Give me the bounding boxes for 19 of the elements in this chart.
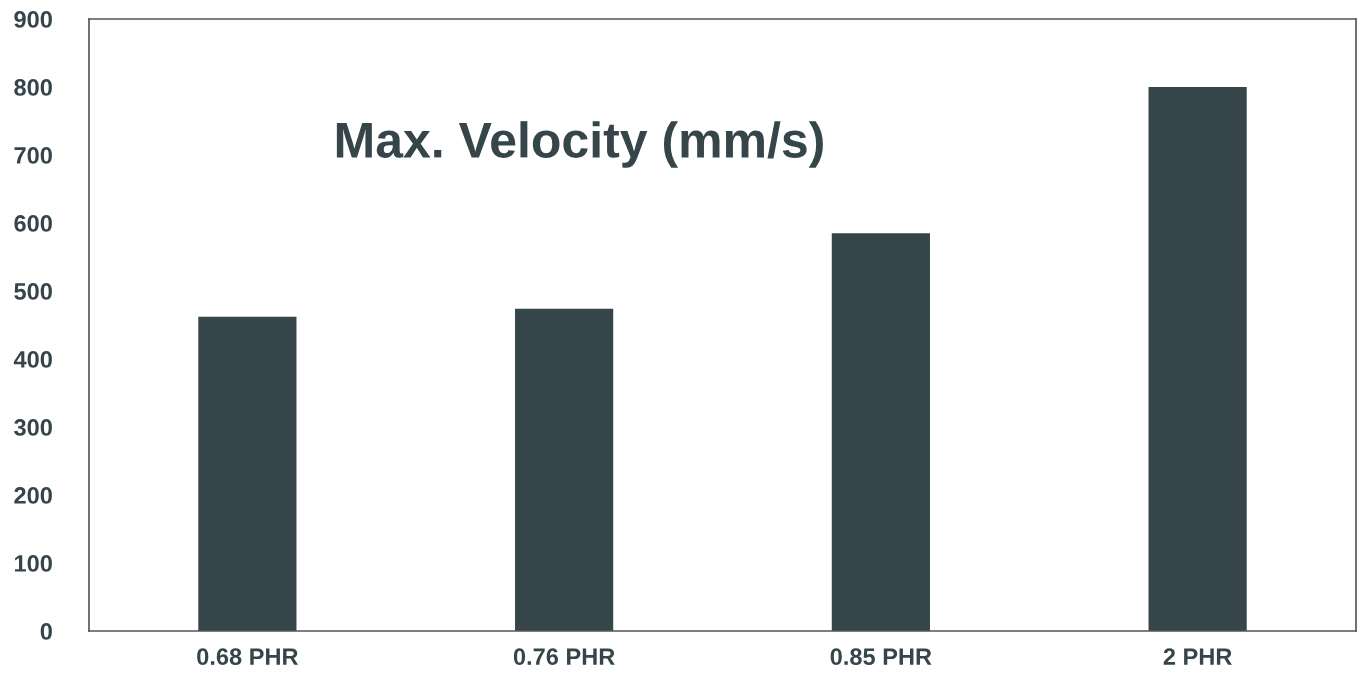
- bar: [515, 308, 614, 631]
- x-tick-label: 0.68 PHR: [197, 648, 299, 666]
- y-tick-label: 100: [14, 555, 52, 572]
- text: Max. Velocity (mm/s): [336, 121, 823, 168]
- y-tick-label: 600: [14, 215, 52, 232]
- y-tick-label: 700: [14, 147, 52, 164]
- x-tick-label: 0.85 PHR: [830, 648, 932, 666]
- x-tick-label: 2 PHR: [1163, 648, 1232, 665]
- y-tick-label: 200: [14, 487, 52, 504]
- bar: [198, 316, 297, 631]
- y-tick-label: 500: [14, 283, 52, 300]
- y-tick-label: 0: [40, 623, 52, 640]
- y-tick-label: 900: [14, 11, 52, 28]
- bar: [831, 233, 930, 631]
- y-tick-label: 300: [14, 419, 52, 436]
- y-tick-label: 800: [14, 79, 52, 96]
- bar: [1148, 87, 1247, 631]
- y-tick-label: 400: [13, 351, 52, 368]
- x-tick-label: 0.76 PHR: [513, 648, 615, 666]
